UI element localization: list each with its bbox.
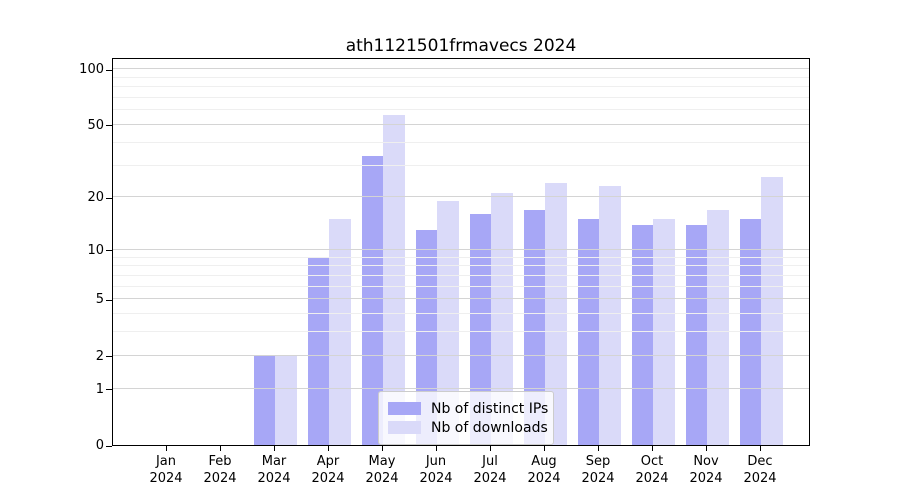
bar-apr-downloads <box>329 219 351 445</box>
y-tick-mark-0 <box>106 445 112 447</box>
y-tick-mark-10 <box>106 250 112 252</box>
x-tick-label-may: May 2024 <box>365 454 399 486</box>
x-tick-mark-jan <box>165 446 167 451</box>
x-tick-label-aug: Aug 2024 <box>527 454 561 486</box>
x-tick-label-apr: Apr 2024 <box>311 454 345 486</box>
x-tick-mark-dec <box>759 446 761 451</box>
y-tick-mark-1 <box>106 389 112 391</box>
bar-dec-downloads <box>761 176 783 445</box>
x-tick-label-jan: Jan 2024 <box>149 454 183 486</box>
bar-sep-downloads <box>599 186 621 445</box>
legend-label-distinct-ips: Nb of distinct IPs <box>431 400 549 417</box>
x-tick-label-sep: Sep 2024 <box>581 454 615 486</box>
x-tick-mark-jul <box>489 446 491 451</box>
y-tick-mark-50 <box>106 125 112 127</box>
legend-label-downloads: Nb of downloads <box>431 419 548 436</box>
x-tick-mark-feb <box>219 446 221 451</box>
x-tick-mark-sep <box>597 446 599 451</box>
bar-mar-downloads <box>275 355 297 445</box>
bar-sep-distinct-ips <box>577 219 599 445</box>
x-tick-label-mar: Mar 2024 <box>257 454 291 486</box>
x-tick-mark-may <box>381 446 383 451</box>
y-tick-label-5: 5 <box>95 292 104 308</box>
bar-may-distinct-ips <box>361 155 383 445</box>
bar-aug-distinct-ips <box>523 209 545 445</box>
x-tick-mark-mar <box>273 446 275 451</box>
x-tick-mark-jun <box>435 446 437 451</box>
y-tick-mark-2 <box>106 356 112 358</box>
bar-apr-distinct-ips <box>307 257 329 445</box>
bar-nov-distinct-ips <box>685 224 707 445</box>
y-tick-label-100: 100 <box>79 62 104 78</box>
bar-nov-downloads <box>707 209 729 445</box>
bar-oct-distinct-ips <box>631 224 653 445</box>
x-tick-label-jul: Jul 2024 <box>473 454 507 486</box>
bar-mar-distinct-ips <box>253 355 275 445</box>
x-tick-mark-aug <box>543 446 545 451</box>
bar-aug-downloads <box>545 183 567 445</box>
x-tick-mark-oct <box>651 446 653 451</box>
legend-item-distinct-ips: Nb of distinct IPs <box>388 400 548 417</box>
chart-title: ath1121501frmavecs 2024 <box>345 36 577 56</box>
y-tick-mark-20 <box>106 197 112 199</box>
x-tick-label-jun: Jun 2024 <box>419 454 453 486</box>
x-tick-label-nov: Nov 2024 <box>689 454 723 486</box>
legend: Nb of distinct IPs Nb of downloads <box>378 391 554 445</box>
legend-item-downloads: Nb of downloads <box>388 419 548 436</box>
y-tick-label-2: 2 <box>95 348 104 364</box>
bar-jul-downloads <box>491 193 513 445</box>
x-tick-label-feb: Feb 2024 <box>203 454 237 486</box>
y-tick-label-20: 20 <box>87 190 104 206</box>
bars-layer <box>113 59 809 445</box>
x-tick-mark-nov <box>705 446 707 451</box>
y-tick-label-1: 1 <box>95 381 104 397</box>
y-tick-mark-100 <box>106 69 112 71</box>
y-tick-label-10: 10 <box>87 242 104 258</box>
y-tick-mark-5 <box>106 299 112 301</box>
x-tick-label-dec: Dec 2024 <box>743 454 777 486</box>
y-tick-label-50: 50 <box>87 117 104 133</box>
bar-jun-downloads <box>437 201 459 445</box>
x-tick-mark-apr <box>327 446 329 451</box>
legend-swatch-distinct-ips <box>388 402 421 415</box>
plot-area <box>112 58 810 446</box>
x-tick-label-oct: Oct 2024 <box>635 454 669 486</box>
bar-jul-distinct-ips <box>469 214 491 445</box>
bar-dec-distinct-ips <box>739 219 761 445</box>
bar-oct-downloads <box>653 219 675 445</box>
y-tick-label-0: 0 <box>95 438 104 453</box>
legend-swatch-downloads <box>388 421 421 434</box>
